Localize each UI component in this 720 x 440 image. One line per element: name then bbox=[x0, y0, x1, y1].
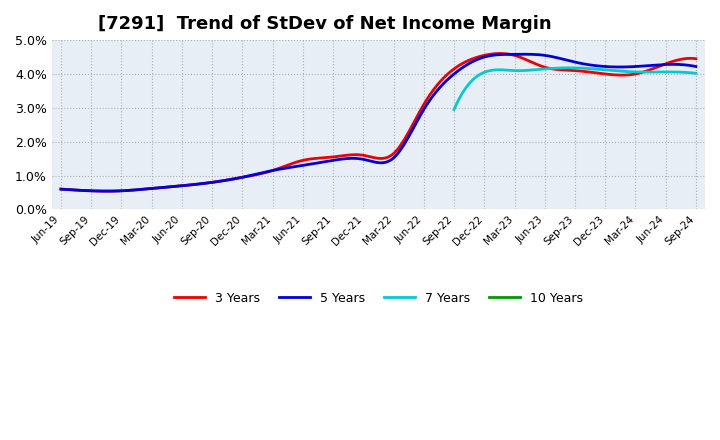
7 Years bbox=[546, 66, 554, 71]
5 Years bbox=[692, 64, 701, 69]
7 Years bbox=[565, 65, 574, 70]
7 Years bbox=[603, 67, 611, 73]
7 Years bbox=[450, 107, 459, 112]
Text: [7291]  Trend of StDev of Net Income Margin: [7291] Trend of StDev of Net Income Marg… bbox=[98, 15, 552, 33]
3 Years bbox=[310, 156, 318, 161]
5 Years bbox=[57, 187, 66, 192]
3 Years bbox=[103, 188, 112, 194]
Line: 3 Years: 3 Years bbox=[61, 54, 696, 191]
3 Years bbox=[135, 187, 143, 192]
3 Years bbox=[57, 187, 66, 192]
7 Years bbox=[626, 69, 635, 74]
5 Years bbox=[458, 66, 467, 71]
3 Years bbox=[692, 56, 701, 61]
3 Years bbox=[458, 61, 467, 66]
5 Years bbox=[135, 187, 143, 192]
5 Years bbox=[103, 188, 112, 194]
7 Years bbox=[692, 71, 701, 76]
3 Years bbox=[521, 57, 530, 62]
3 Years bbox=[265, 169, 274, 174]
Line: 7 Years: 7 Years bbox=[454, 68, 696, 110]
5 Years bbox=[516, 51, 525, 57]
Line: 5 Years: 5 Years bbox=[61, 54, 696, 191]
5 Years bbox=[521, 51, 530, 57]
3 Years bbox=[496, 51, 505, 56]
5 Years bbox=[520, 51, 528, 57]
5 Years bbox=[265, 169, 274, 174]
7 Years bbox=[625, 69, 634, 74]
3 Years bbox=[518, 55, 527, 61]
7 Years bbox=[479, 70, 487, 75]
5 Years bbox=[310, 161, 318, 166]
7 Years bbox=[528, 67, 537, 73]
Legend: 3 Years, 5 Years, 7 Years, 10 Years: 3 Years, 5 Years, 7 Years, 10 Years bbox=[168, 287, 588, 310]
